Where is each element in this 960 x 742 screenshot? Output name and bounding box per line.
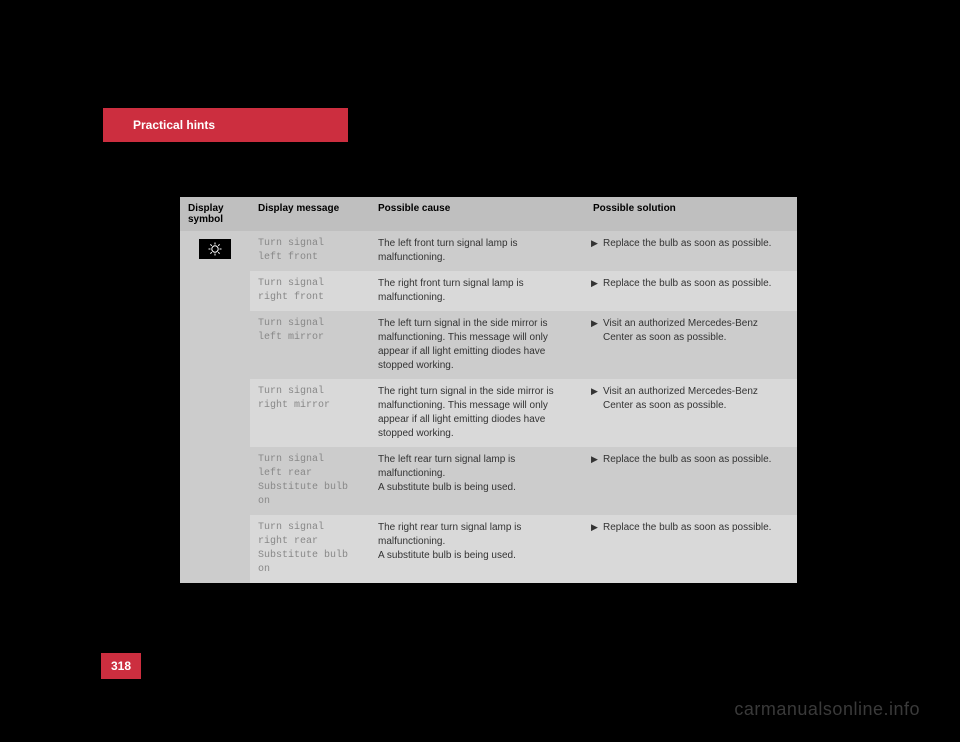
col-header-message: Display message	[250, 197, 370, 231]
bulb-warning-icon	[199, 239, 231, 259]
possible-solution-cell: ▶ Visit an authorized Mercedes-Benz Cente…	[585, 311, 797, 379]
possible-cause-cell: The right front turn signal lamp is malf…	[370, 271, 585, 311]
diagnostic-table: Display symbol Display message Possible …	[180, 197, 797, 583]
table-header-row: Display symbol Display message Possible …	[180, 197, 797, 231]
table-row: Turn signalleft mirrorThe left turn sign…	[180, 311, 797, 379]
possible-cause-cell: The right rear turn signal lamp is malfu…	[370, 515, 585, 583]
possible-solution-cell: ▶ Replace the bulb as soon as possible.	[585, 515, 797, 583]
page-number: 318	[101, 653, 141, 679]
possible-cause-cell: The left front turn signal lamp is malfu…	[370, 231, 585, 271]
table-row: Turn signalleft rearSubstitute bulb onTh…	[180, 447, 797, 515]
col-header-solution: Possible solution	[585, 197, 797, 231]
section-header: Practical hints	[103, 108, 348, 142]
solution-text: Visit an authorized Mercedes-Benz Center…	[603, 386, 758, 411]
table-row: Turn signalleft frontThe left front turn…	[180, 231, 797, 271]
solution-text: Replace the bulb as soon as possible.	[603, 522, 771, 533]
table-row: Turn signalright rearSubstitute bulb onT…	[180, 515, 797, 583]
solution-text: Replace the bulb as soon as possible.	[603, 454, 771, 465]
display-message-cell: Turn signalright front	[250, 271, 370, 311]
display-message-cell: Turn signalleft rearSubstitute bulb on	[250, 447, 370, 515]
display-message-cell: Turn signalright rearSubstitute bulb on	[250, 515, 370, 583]
bullet-arrow-icon: ▶	[591, 317, 598, 330]
col-header-symbol: Display symbol	[180, 197, 250, 231]
bullet-arrow-icon: ▶	[591, 277, 598, 290]
watermark: carmanualsonline.info	[734, 699, 920, 720]
col-header-cause: Possible cause	[370, 197, 585, 231]
possible-solution-cell: ▶ Visit an authorized Mercedes-Benz Cente…	[585, 379, 797, 447]
solution-text: Replace the bulb as soon as possible.	[603, 238, 771, 249]
display-message-cell: Turn signalleft front	[250, 231, 370, 271]
display-message-cell: Turn signalleft mirror	[250, 311, 370, 379]
bullet-arrow-icon: ▶	[591, 521, 598, 534]
display-symbol-cell	[180, 231, 250, 583]
possible-solution-cell: ▶ Replace the bulb as soon as possible.	[585, 447, 797, 515]
possible-solution-cell: ▶ Replace the bulb as soon as possible.	[585, 271, 797, 311]
possible-cause-cell: The left rear turn signal lamp is malfun…	[370, 447, 585, 515]
solution-text: Visit an authorized Mercedes-Benz Center…	[603, 318, 758, 343]
display-message-cell: Turn signalright mirror	[250, 379, 370, 447]
solution-text: Replace the bulb as soon as possible.	[603, 278, 771, 289]
bullet-arrow-icon: ▶	[591, 237, 598, 250]
possible-solution-cell: ▶ Replace the bulb as soon as possible.	[585, 231, 797, 271]
table-row: Turn signalright mirrorThe right turn si…	[180, 379, 797, 447]
bullet-arrow-icon: ▶	[591, 453, 598, 466]
possible-cause-cell: The right turn signal in the side mirror…	[370, 379, 585, 447]
possible-cause-cell: The left turn signal in the side mirror …	[370, 311, 585, 379]
table-row: Turn signalright frontThe right front tu…	[180, 271, 797, 311]
bullet-arrow-icon: ▶	[591, 385, 598, 398]
